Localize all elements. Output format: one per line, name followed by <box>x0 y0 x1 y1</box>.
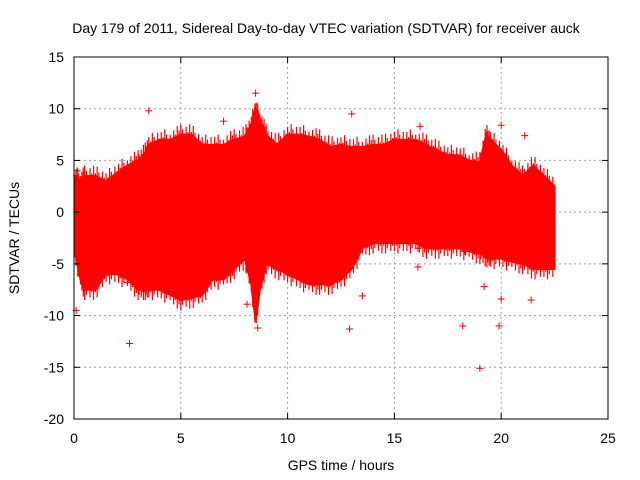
data-point <box>414 263 422 271</box>
x-axis-ticks: 0 5 10 15 20 25 <box>70 57 616 446</box>
plot-frame <box>73 56 609 420</box>
data-point <box>499 150 507 158</box>
y-tick-label: -15 <box>44 359 64 375</box>
data-point <box>414 244 422 252</box>
x-axis-label: GPS time / hours <box>288 457 395 473</box>
y-tick-label: 0 <box>56 204 64 220</box>
data-point <box>459 322 467 330</box>
data-point <box>497 121 505 129</box>
y-tick-label: 5 <box>56 152 64 168</box>
y-axis-ticks: -20 -15 -10 -5 0 5 10 15 <box>44 49 608 427</box>
data-point <box>243 300 251 308</box>
x-tick-label: 0 <box>70 430 78 446</box>
data-point <box>476 364 484 372</box>
data-point <box>73 167 81 175</box>
y-tick-label: 15 <box>48 49 64 65</box>
y-tick-label: -20 <box>44 411 64 427</box>
data-point <box>416 122 424 130</box>
y-axis-label: SDTVAR / TECUs <box>6 182 22 294</box>
data-point <box>220 117 228 125</box>
data-point <box>358 292 366 300</box>
y-tick-label: -5 <box>52 256 65 272</box>
data-point <box>226 268 234 276</box>
data-point <box>346 325 354 333</box>
data-point <box>121 268 129 276</box>
data-point <box>497 295 505 303</box>
data-point <box>254 324 262 332</box>
y-tick-label: -10 <box>44 308 64 324</box>
x-tick-label: 20 <box>493 430 509 446</box>
data-envelope <box>74 102 556 324</box>
data-point <box>542 180 550 188</box>
data-point <box>145 107 153 115</box>
chart-title: Day 179 of 2011, Sidereal Day-to-day VTE… <box>72 20 581 36</box>
data-point <box>495 322 503 330</box>
x-tick-label: 5 <box>177 430 185 446</box>
data-point <box>527 296 535 304</box>
data-point <box>126 339 134 347</box>
x-tick-label: 25 <box>600 430 616 446</box>
data-point <box>348 110 356 118</box>
x-tick-label: 15 <box>387 430 403 446</box>
y-tick-label: 10 <box>48 101 64 117</box>
data-point <box>123 278 131 286</box>
data-point <box>480 283 488 291</box>
x-tick-label: 10 <box>280 430 296 446</box>
data-point <box>521 132 529 140</box>
data-point <box>252 89 260 97</box>
data-point <box>461 247 469 255</box>
